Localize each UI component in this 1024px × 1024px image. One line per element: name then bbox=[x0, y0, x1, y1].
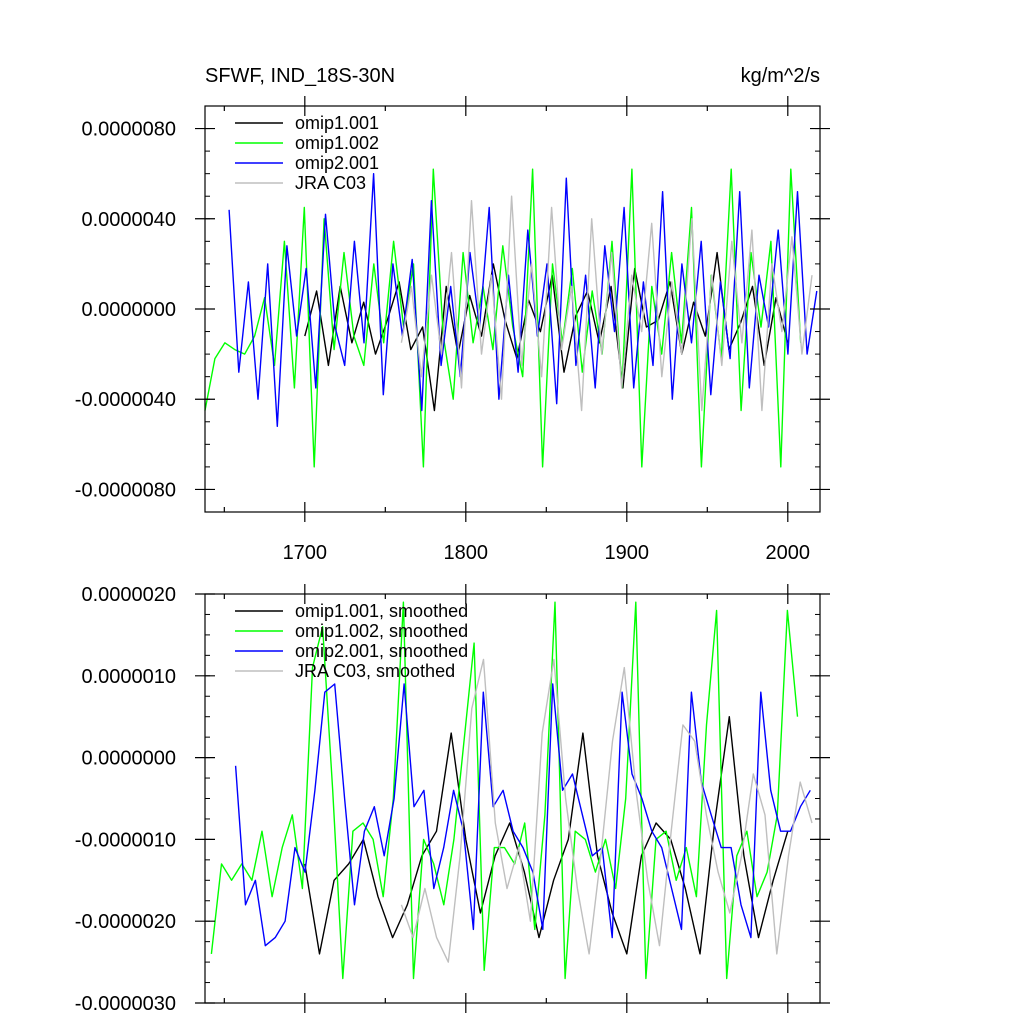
bottom-chart: 0.0000020 0.0000010 0.0000000 -0.0000010 -0.… bbox=[75, 584, 830, 1015]
x-tick-label: 2000 bbox=[766, 542, 811, 564]
legend-label: JRA C03 bbox=[295, 173, 366, 193]
series-line-1-1 bbox=[210, 601, 799, 980]
y-tick-label: -0.0000010 bbox=[75, 829, 176, 851]
y-tick-label: -0.0000080 bbox=[75, 479, 176, 501]
legend-label: JRA C03, smoothed bbox=[295, 661, 455, 681]
y-tick-label: 0.0000000 bbox=[81, 748, 176, 770]
y-tick-label: -0.0000030 bbox=[75, 993, 176, 1015]
units-label: kg/m^2/s bbox=[741, 65, 820, 87]
x-tick-label: 1800 bbox=[444, 542, 489, 564]
series-line-0-1 bbox=[204, 168, 802, 468]
y-tick-label: -0.0000040 bbox=[75, 389, 176, 411]
series-line-1-2 bbox=[234, 683, 811, 947]
top-chart: 0.0000080 0.0000040 0.0000000 -0.0000040 -0.… bbox=[75, 96, 830, 564]
legend-label: omip1.002 bbox=[295, 133, 379, 153]
y-tick-label: 0.0000010 bbox=[81, 666, 176, 688]
x-tick-label: 1700 bbox=[283, 542, 328, 564]
series-line-0-2 bbox=[228, 172, 818, 427]
series-line-1-3 bbox=[400, 658, 813, 963]
y-tick-label: -0.0000020 bbox=[75, 911, 176, 933]
y-tick-label: 0.0000080 bbox=[81, 119, 176, 141]
y-tick-label: 0.0000020 bbox=[81, 584, 176, 606]
legend-label: omip2.001, smoothed bbox=[295, 641, 468, 661]
legend-label: omip2.001 bbox=[295, 153, 379, 173]
series-line-0-3 bbox=[400, 195, 813, 412]
y-tick-label: 0.0000040 bbox=[81, 209, 176, 231]
y-tick-label: 0.0000000 bbox=[81, 299, 176, 321]
chart-title: SFWF, IND_18S-30N bbox=[205, 65, 395, 87]
legend-label: omip1.001, smoothed bbox=[295, 601, 468, 621]
x-tick-label: 1900 bbox=[605, 542, 650, 564]
legend-label: omip1.002, smoothed bbox=[295, 621, 468, 641]
series-line-1-0 bbox=[304, 716, 789, 955]
legend-label: omip1.001 bbox=[295, 113, 379, 133]
